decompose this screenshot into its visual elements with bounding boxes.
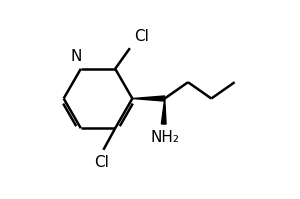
- Text: Cl: Cl: [134, 29, 149, 44]
- Polygon shape: [161, 99, 166, 124]
- Text: Cl: Cl: [94, 155, 109, 170]
- Text: NH₂: NH₂: [150, 130, 179, 145]
- Text: N: N: [71, 49, 82, 64]
- Polygon shape: [132, 96, 165, 101]
